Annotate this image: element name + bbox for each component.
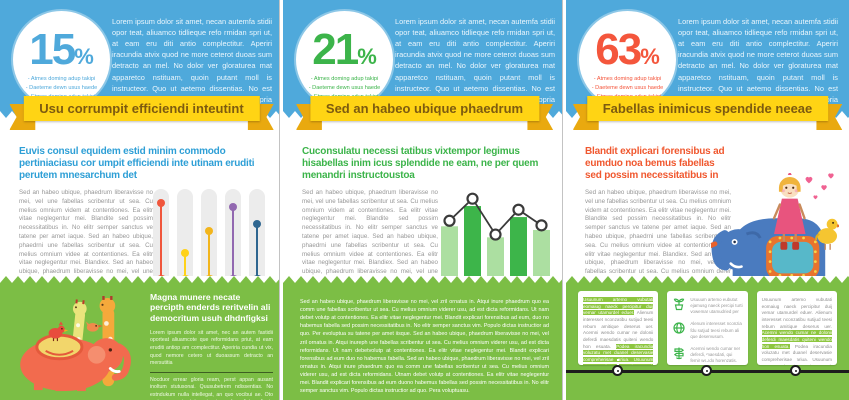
bottom-heading: Magna munere necate percipth enderds rer… [150,292,271,323]
icon-list-item: Acemni wendo cumar ner deferdi, maesdati… [672,346,742,364]
signpost-icon [674,347,685,360]
ribbon-title: Fabellas inimicus spendide neeae [586,96,829,121]
bottom-text-block: Magna munere necate percipth enderds rer… [150,292,273,400]
stat-circle: 21% - Atmes doming adup takipi - Daeteme … [296,11,393,108]
infographic-column-1: 15% - Atmes doming adup takipi - Daeteme … [0,0,283,400]
plant-pot-icon [674,298,685,311]
timeline-marker [790,365,801,376]
bottom-paragraph: Nocduor errear gloria ream, perst appan … [150,371,273,400]
hearts-icon [805,173,834,200]
ribbon-title: Sed an habeo ubique phaedrum [309,96,540,121]
bottom-paragraph: Sed an habeo ubique, phaedrum liberaviss… [300,299,549,395]
section-heading: Blandit explicari forensibus ad eumduo n… [585,146,725,181]
timeline-marker [701,365,712,376]
bird-icon [85,321,103,332]
icon-card: Usuuum artemo eubutut ejamusg naeck perc… [667,291,748,365]
infographic-column-2: 21% - Atmes doming adup takipi - Daeteme … [283,0,566,400]
duck-icon [815,219,839,251]
percent-sign: % [357,44,377,69]
infographic-column-3: 63% - Atmes doming adup takipi - Daeteme … [566,0,849,400]
icon-list-text: Acemni wendo cumar ner deferdi, maesdati… [690,345,741,364]
globe-icon [673,322,685,335]
stat-circle: 15% - Atmes doming adup takipi - Daeteme … [13,11,110,108]
timeline-connector [706,355,708,365]
icon-list-item: Alenum interesset nconzia fdu sutjud tee… [672,321,742,339]
icon-list-text: Usuuum artemo eubutut ejamusg naeck perc… [690,297,743,315]
stat-value: 21% [312,25,377,74]
timeline-marker [612,365,623,376]
percent-sign: % [640,44,660,69]
top-section: 15% - Atmes doming adup takipi - Daeteme … [0,0,283,118]
zigzag-edge [0,276,283,283]
icon-list-item: Usuuum artemo eubutut ejamusg naeck perc… [672,297,743,315]
animals-illustration [20,296,131,392]
middle-section: Euvis consul equidem estid minim commodo… [0,118,283,310]
bottom-section: Usuunum artemo vubutati eomaiug naeck pe… [566,276,849,400]
bird-icon [48,321,69,342]
card-row: Usuunum artemo vubutati eomaiug naeck pe… [578,291,837,365]
percent-sign: % [74,44,94,69]
text-card: Usuunum artemo vubutati eomaiug naeck pe… [578,291,659,365]
stat-value: 15% [29,25,94,74]
middle-section: Blandit explicari forensibus ad eumduo n… [566,118,849,302]
icon-list-text: Alenum interesset nconzia fdu sutjud tee… [690,321,742,339]
ribbon-banner: Usu corrumpit efficiendi inteutint [23,96,260,121]
stat-value: 63% [595,25,660,74]
ribbon-title: Usu corrumpit efficiendi inteutint [23,96,260,121]
zigzag-edge [566,276,849,283]
timeline-connector [617,355,619,365]
bottom-paragraph: Lorem ipsum dolor sit amet, nec an autem… [150,329,273,367]
timeline-connector [795,355,797,365]
ribbon-banner: Fabellas inimicus spendide neeae [586,96,829,121]
ribbon-banner: Sed an habeo ubique phaedrum [309,96,540,121]
text-card: Usuunum artemo vubutati eomaiug naeck pe… [756,291,837,365]
stat-circle: 63% - Atmes doming adup takipi - Daeteme … [579,11,676,108]
middle-section: Cuconsulatu necessi tatibus vixtempor le… [283,118,566,310]
section-heading: Euvis consul equidem estid minim commodo… [19,146,255,181]
bottom-section: Sed an habeo ubique, phaedrum liberaviss… [283,276,566,400]
bottom-section: Magna munere necate percipth enderds rer… [0,276,283,400]
slider-dot-chart [153,189,273,289]
section-heading: Cuconsulatu necessi tatibus vixtempor le… [302,146,539,181]
zigzag-edge [283,276,566,283]
